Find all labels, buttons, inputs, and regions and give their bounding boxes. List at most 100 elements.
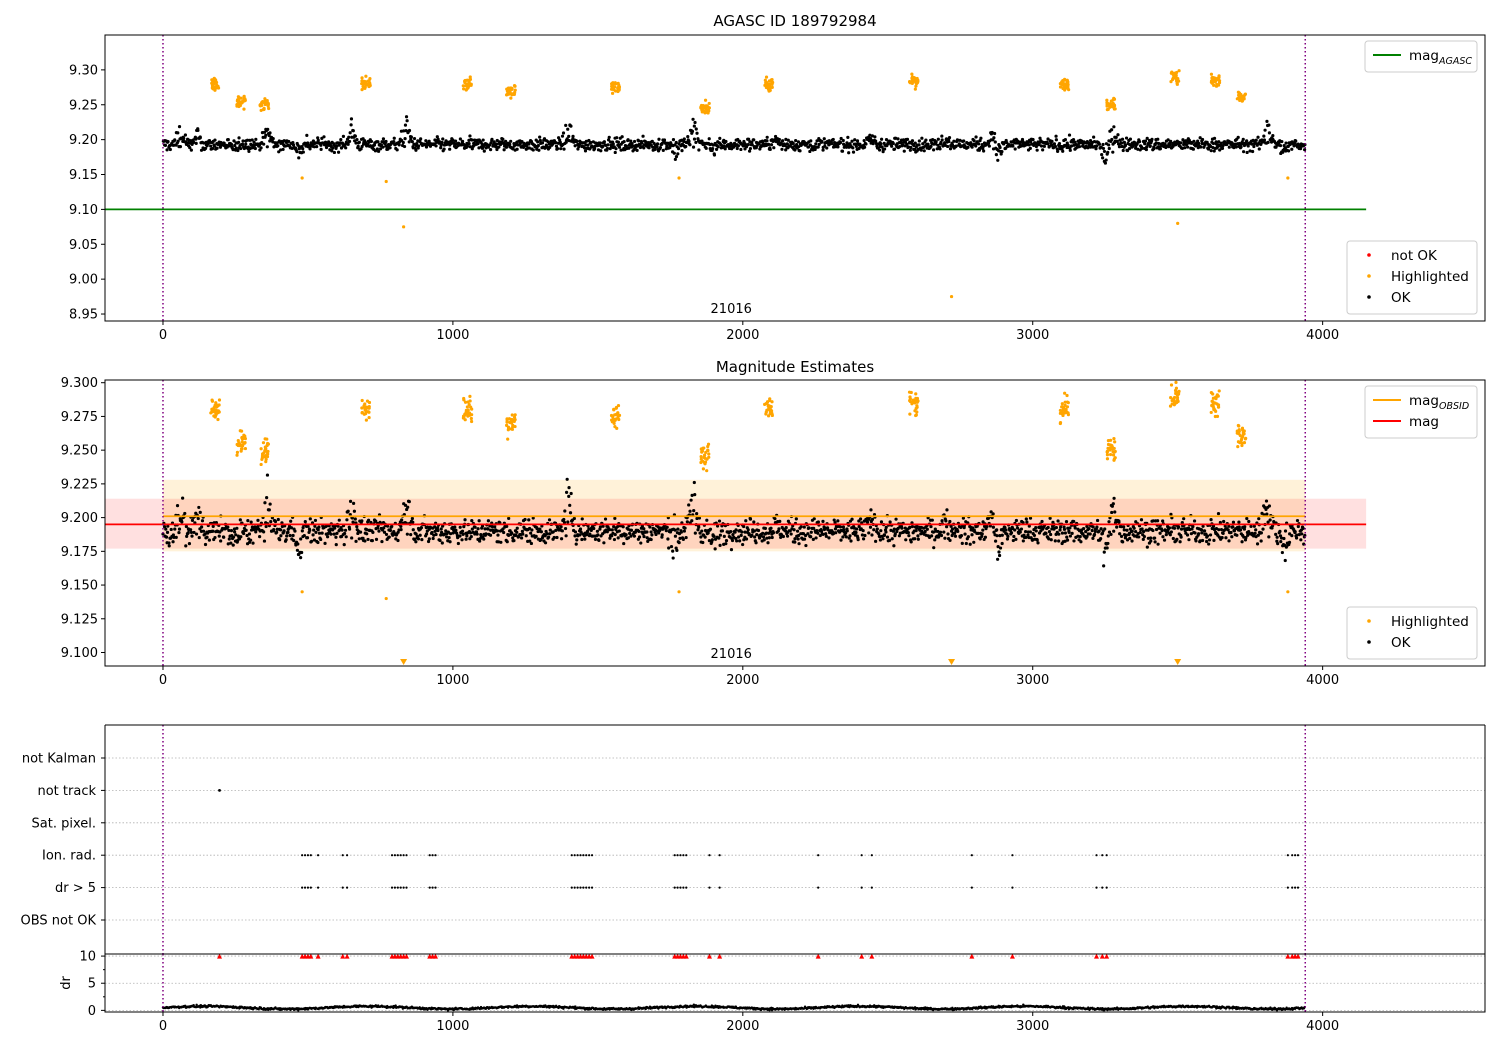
- ok-point: [402, 129, 406, 133]
- ok-point: [939, 140, 943, 145]
- ok-point: [1279, 540, 1283, 544]
- ok-point: [279, 534, 283, 538]
- flag-point: [582, 886, 585, 889]
- ok-point: [351, 520, 355, 524]
- ok-point: [1164, 533, 1168, 537]
- ok-point: [616, 140, 621, 144]
- highlighted-point: [362, 79, 366, 83]
- y-tick-label: 9.05: [69, 238, 98, 253]
- ok-point: [686, 135, 690, 139]
- ok-point: [1245, 139, 1249, 143]
- ok-point: [850, 139, 854, 143]
- ok-point: [779, 535, 783, 540]
- ok-point: [352, 509, 356, 513]
- ok-point: [613, 150, 617, 155]
- ok-point: [204, 146, 208, 151]
- ok-point: [311, 533, 315, 537]
- ok-point: [478, 539, 482, 543]
- highlighted-point: [267, 106, 271, 111]
- ok-point: [555, 535, 559, 540]
- ok-point: [1186, 145, 1190, 149]
- ok-point: [289, 519, 293, 523]
- flag-point: [1101, 854, 1104, 857]
- ok-point: [186, 141, 190, 145]
- ok-point: [249, 538, 253, 542]
- ok-point: [403, 123, 408, 127]
- highlighted-point: [243, 446, 248, 451]
- ok-point: [603, 517, 608, 521]
- ok-point: [229, 529, 234, 533]
- ok-point: [430, 530, 434, 535]
- ok-point: [734, 528, 738, 532]
- ok-point: [262, 142, 266, 146]
- ok-point: [1028, 530, 1032, 534]
- ok-point: [439, 533, 443, 537]
- ok-point: [888, 538, 892, 542]
- highlighted-point: [699, 455, 703, 459]
- highlighted-point: [767, 89, 771, 93]
- ok-point: [954, 144, 958, 148]
- ok-point: [1004, 528, 1008, 532]
- ok-point: [381, 145, 385, 149]
- ok-point: [1262, 134, 1266, 138]
- ok-point: [1246, 144, 1250, 148]
- ok-point: [1122, 528, 1126, 532]
- ok-point: [972, 139, 976, 143]
- flag-point: [1294, 886, 1297, 889]
- ok-point: [165, 148, 169, 152]
- ok-point: [1148, 144, 1152, 148]
- ok-point: [540, 141, 545, 145]
- ok-point: [537, 148, 541, 152]
- ok-point: [520, 529, 524, 533]
- highlighted-point: [1105, 101, 1109, 105]
- ok-point: [746, 143, 750, 147]
- ok-point: [1078, 534, 1082, 539]
- ok-point: [752, 520, 756, 524]
- highlighted-point: [363, 402, 367, 406]
- ok-point: [950, 527, 955, 531]
- top-background: [105, 35, 1485, 321]
- ok-point: [809, 535, 813, 539]
- highlighted-point: [212, 414, 216, 418]
- highlighted-point: [1171, 77, 1175, 82]
- ok-point: [1092, 135, 1096, 139]
- highlighted-point: [510, 413, 514, 417]
- ok-point: [427, 537, 431, 541]
- ok-point: [613, 516, 617, 520]
- ok-point: [353, 517, 357, 521]
- ok-point: [200, 519, 205, 523]
- ok-point: [1032, 533, 1037, 538]
- ok-point: [691, 145, 696, 149]
- highlighted-point: [361, 84, 365, 89]
- highlighted-point: [1105, 453, 1110, 457]
- ok-point: [771, 531, 776, 535]
- ok-point: [183, 133, 188, 137]
- ok-point: [1211, 524, 1216, 528]
- ok-point: [571, 134, 575, 138]
- highlighted-point: [1105, 104, 1109, 108]
- ok-point: [1245, 516, 1249, 521]
- ok-point: [998, 546, 1003, 550]
- highlighted-point: [463, 80, 467, 85]
- ok-point: [816, 520, 820, 524]
- ok-point: [706, 531, 710, 535]
- ok-point: [1072, 519, 1076, 524]
- ok-point: [354, 539, 358, 543]
- ok-point: [1178, 540, 1182, 544]
- ok-point: [367, 140, 371, 144]
- highlighted-point: [300, 176, 304, 180]
- ok-point: [879, 142, 883, 146]
- ok-point: [838, 140, 843, 145]
- highlighted-point: [462, 398, 466, 402]
- highlighted-point: [263, 445, 267, 449]
- ok-point: [629, 528, 634, 532]
- ok-point: [501, 137, 505, 141]
- highlighted-point: [1242, 441, 1247, 445]
- ok-point: [1259, 531, 1263, 535]
- ok-point: [820, 139, 824, 144]
- ok-point: [1252, 144, 1256, 149]
- ok-point: [1259, 142, 1263, 146]
- flag-point: [1095, 854, 1098, 857]
- ok-point: [942, 530, 946, 534]
- ok-point: [655, 142, 660, 146]
